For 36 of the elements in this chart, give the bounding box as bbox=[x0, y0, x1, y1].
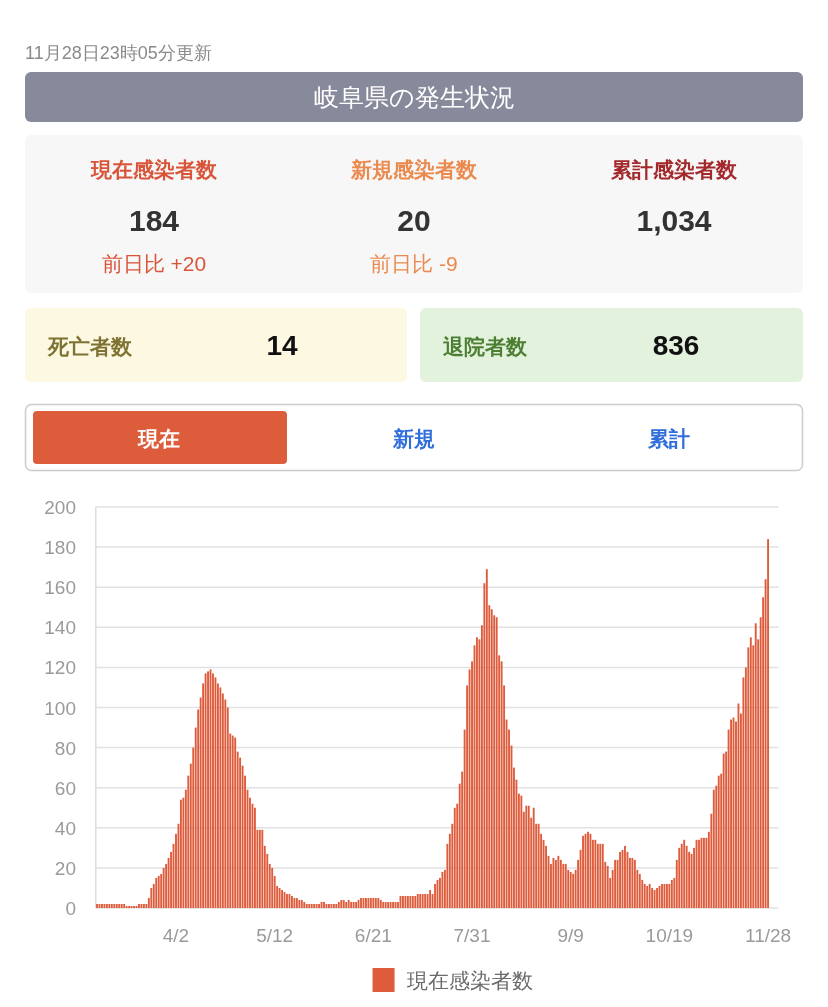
y-tick-label: 60 bbox=[54, 777, 76, 799]
legend-label: 現在感染者数 bbox=[406, 969, 533, 992]
y-tick-label: 160 bbox=[44, 577, 76, 599]
y-tick-label: 80 bbox=[54, 737, 76, 759]
tab: 現在 bbox=[33, 411, 287, 464]
text: 前日比 -9 bbox=[370, 252, 458, 275]
banner: 岐阜県の発生状況 bbox=[25, 72, 803, 122]
text: 新規感染者数 bbox=[350, 158, 478, 181]
text: 836 bbox=[652, 330, 700, 361]
x-tick-label: 4/2 bbox=[162, 925, 190, 946]
y-tick-label: 20 bbox=[54, 857, 76, 879]
text: 14 bbox=[266, 330, 298, 361]
x-tick-label: 11/28 bbox=[745, 925, 792, 946]
text: 死亡者数 bbox=[47, 335, 133, 358]
text: 11月28日23時05分更新 bbox=[25, 43, 212, 63]
y-tick-label: 120 bbox=[44, 657, 76, 679]
text: 新規 bbox=[392, 427, 435, 450]
y-tick-label: 0 bbox=[65, 898, 76, 919]
text: 累計感染者数 bbox=[610, 158, 738, 181]
y-tick-label: 200 bbox=[44, 497, 76, 518]
text: 累計 bbox=[647, 427, 690, 450]
text: 1,034 bbox=[636, 204, 712, 237]
x-tick-label: 6/21 bbox=[354, 925, 392, 946]
x-tick-label: 10/19 bbox=[645, 925, 694, 946]
text: 退院者数 bbox=[442, 335, 528, 358]
y-tick-label: 140 bbox=[44, 617, 76, 639]
text: 現在感染者数 bbox=[90, 158, 218, 181]
text: 前日比 +20 bbox=[101, 252, 207, 275]
x-tick-label: 7/31 bbox=[453, 925, 491, 946]
x-tick-label: 9/9 bbox=[557, 925, 584, 946]
x-tick-label: 5/12 bbox=[256, 925, 294, 946]
y-tick-label: 100 bbox=[44, 697, 76, 719]
text: 20 bbox=[397, 204, 431, 237]
text: 184 bbox=[128, 204, 180, 237]
y-tick-label: 40 bbox=[54, 817, 76, 839]
y-tick-label: 180 bbox=[44, 537, 76, 559]
